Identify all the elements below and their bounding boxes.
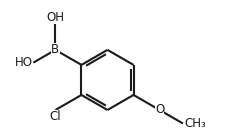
Text: O: O <box>154 104 164 116</box>
Text: OH: OH <box>46 11 64 24</box>
Text: Cl: Cl <box>49 110 61 123</box>
Text: CH₃: CH₃ <box>183 117 205 130</box>
Text: HO: HO <box>15 56 33 69</box>
Text: B: B <box>51 43 59 56</box>
